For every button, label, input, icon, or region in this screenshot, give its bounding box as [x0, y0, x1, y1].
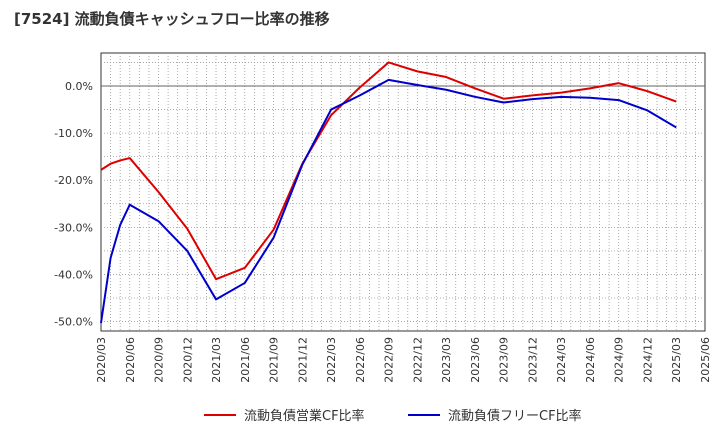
x-tick-label: 2020/03: [95, 337, 108, 383]
x-tick-label: 2021/12: [296, 337, 309, 383]
x-tick-label: 2022/09: [383, 337, 396, 383]
legend-label-1: 流動負債営業CF比率: [244, 408, 365, 424]
x-tick-label: 2023/09: [498, 337, 511, 383]
y-tick-label: -20.0%: [54, 174, 93, 187]
x-tick-label: 2023/06: [469, 337, 482, 383]
y-tick-label: -40.0%: [54, 268, 93, 281]
x-tick-label: 2022/12: [411, 337, 424, 383]
x-tick-label: 2020/06: [124, 337, 137, 383]
x-tick-label: 2022/06: [354, 337, 367, 383]
y-tick-label: -10.0%: [54, 127, 93, 140]
x-tick-label: 2023/03: [440, 337, 453, 383]
x-axis: 2020/03 2020/06 2020/09 2020/12 2021/03 2021/…: [95, 337, 712, 383]
x-tick-label: 2021/03: [210, 337, 223, 383]
x-tick-label: 2024/09: [613, 337, 626, 383]
legend-label-2: 流動負債フリーCF比率: [448, 408, 582, 424]
y-tick-label: -30.0%: [54, 221, 93, 234]
x-tick-label: 2021/09: [268, 337, 281, 383]
x-tick-label: 2025/03: [670, 337, 683, 383]
y-axis: 0.0% -10.0% -20.0% -30.0% -40.0% -50.0%: [54, 80, 93, 329]
x-tick-label: 2024/12: [641, 337, 654, 383]
chart-title: [7524] 流動負債キャッシュフロー比率の推移: [14, 10, 330, 28]
y-tick-label: 0.0%: [65, 80, 93, 93]
series-layer: [100, 61, 677, 324]
x-tick-label: 2022/03: [325, 337, 338, 383]
series-line-1: [100, 61, 677, 281]
x-tick-label: 2024/06: [584, 337, 597, 383]
plot-area: [100, 52, 706, 332]
x-tick-label: 2023/12: [526, 337, 539, 383]
x-tick-label: 2025/06: [699, 337, 712, 383]
x-tick-label: 2020/09: [153, 337, 166, 383]
legend: 流動負債営業CF比率 流動負債フリーCF比率: [204, 408, 582, 424]
series-line-2: [100, 78, 677, 324]
x-tick-label: 2024/03: [555, 337, 568, 383]
y-tick-label: -50.0%: [54, 316, 93, 329]
x-tick-label: 2021/06: [239, 337, 252, 383]
x-tick-label: 2020/12: [181, 337, 194, 383]
